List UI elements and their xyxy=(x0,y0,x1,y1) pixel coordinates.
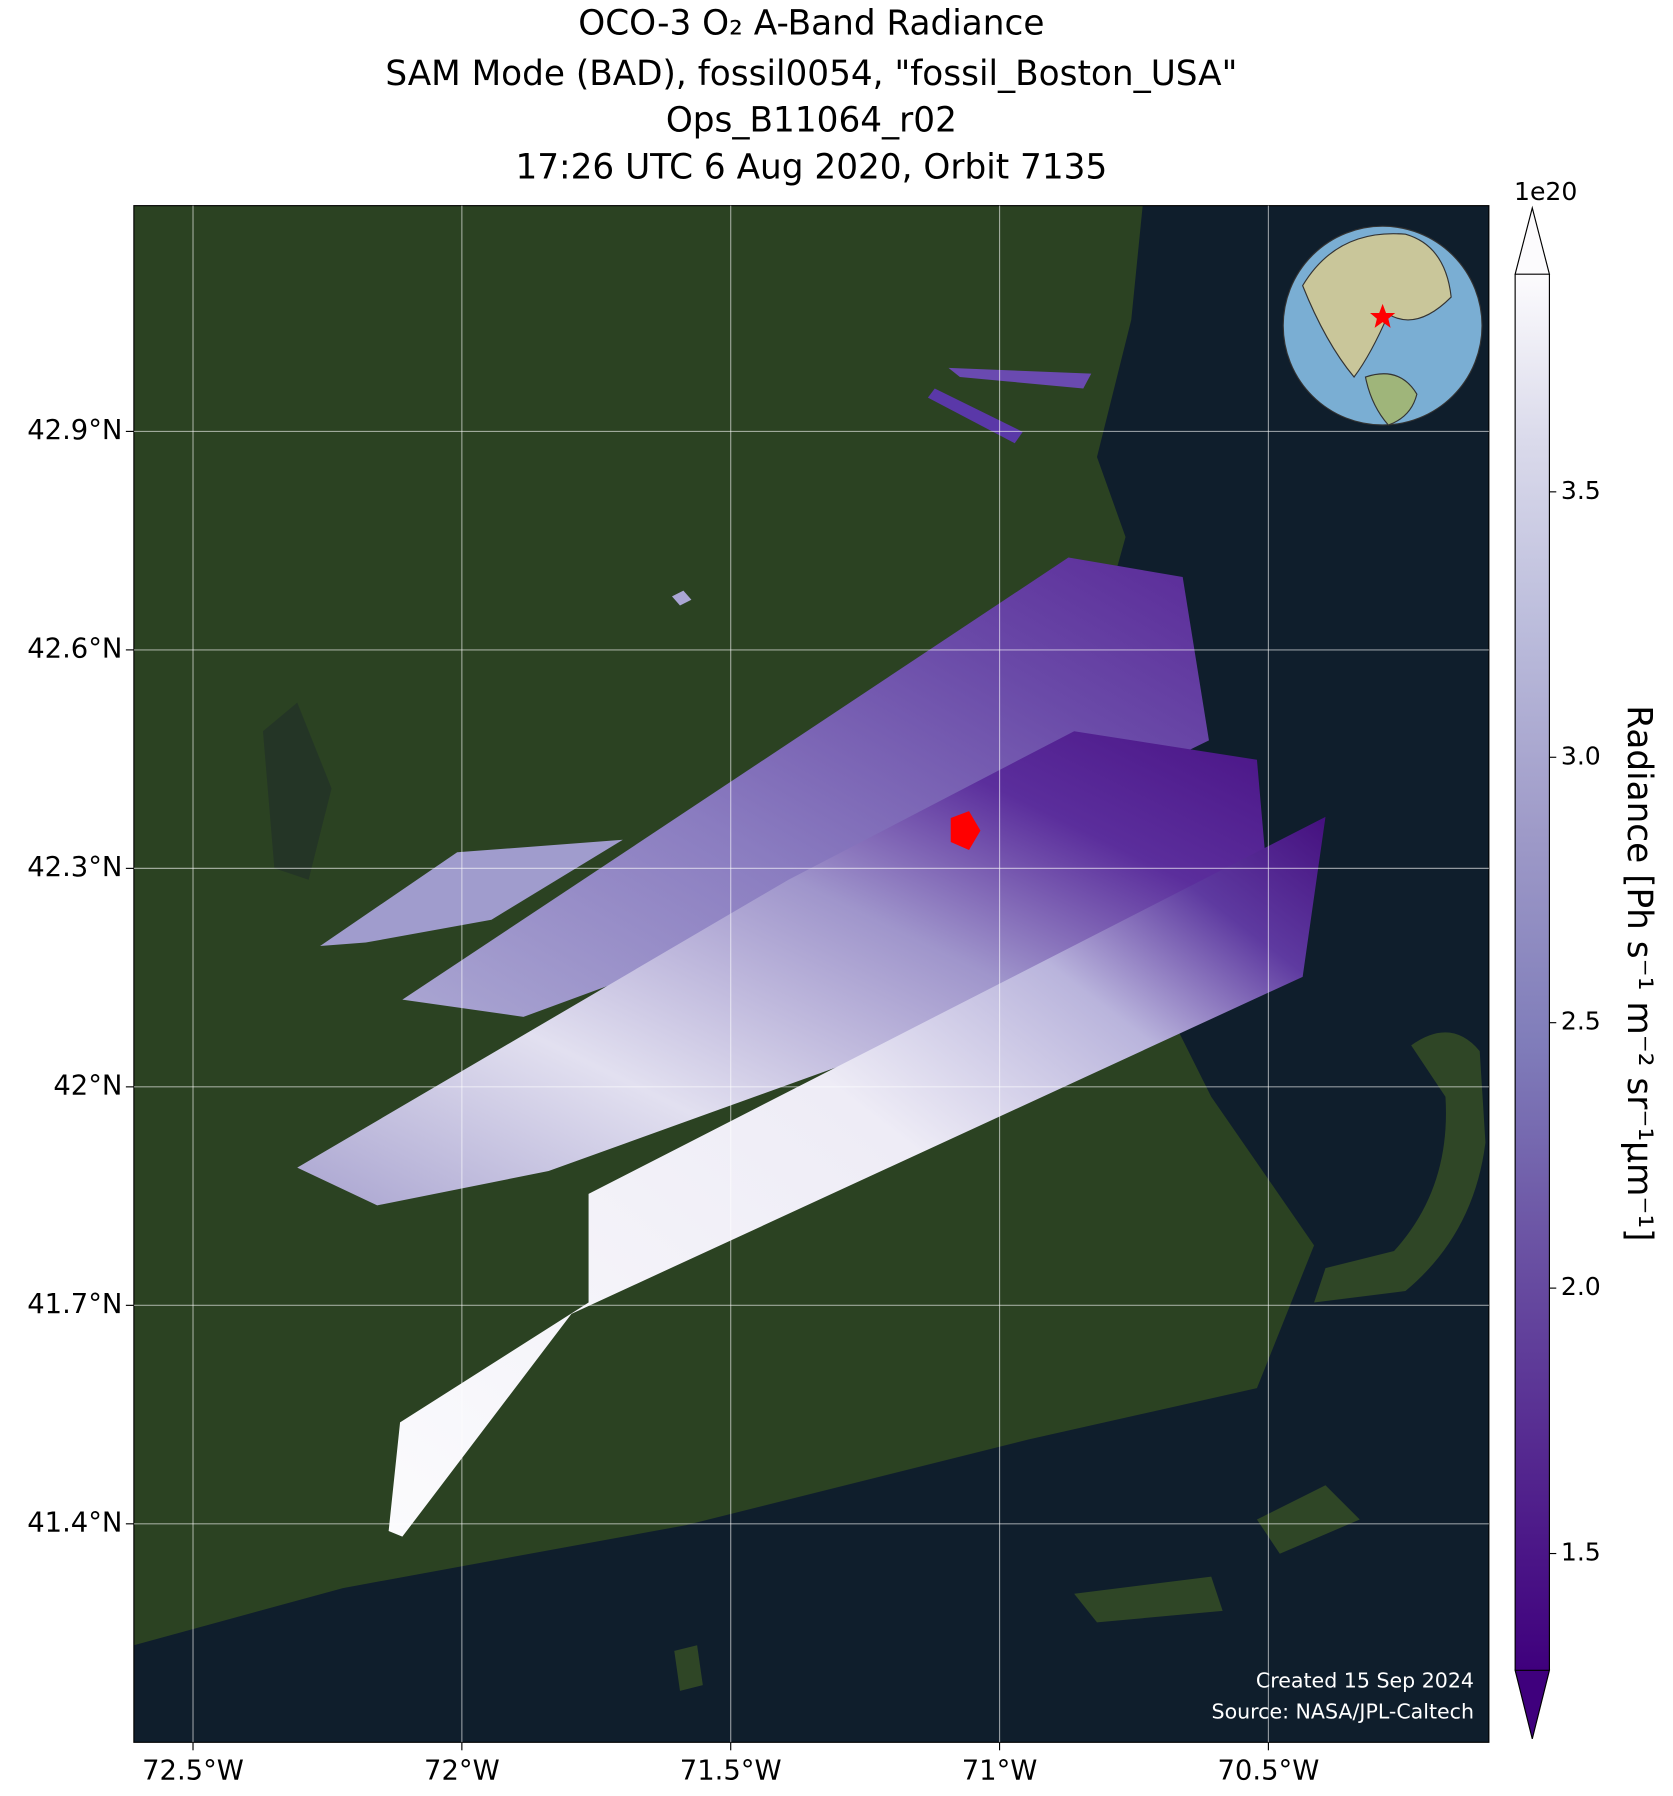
swath xyxy=(388,816,1326,1537)
credit: Created 15 Sep 2024 xyxy=(1256,1668,1474,1692)
y-tick-label: 42.6°N xyxy=(27,633,122,664)
swath xyxy=(671,590,692,606)
colorbar-tick-label: 3.0 xyxy=(1561,741,1601,770)
colorbar-tick-label: 1.5 xyxy=(1561,1538,1601,1567)
colorbar-tick-label: 2.0 xyxy=(1561,1272,1601,1301)
title-line: 17:26 UTC 6 Aug 2020, Orbit 7135 xyxy=(515,148,1107,188)
colorbar-offset: 1e20 xyxy=(1514,177,1577,206)
colorbar-tick-label: 3.5 xyxy=(1561,476,1601,505)
y-tick-label: 41.4°N xyxy=(27,1507,122,1538)
basemap xyxy=(133,205,1489,1743)
islands xyxy=(674,1485,1360,1691)
x-tick-label: 72.5°W xyxy=(142,1756,244,1787)
y-tick-label: 42.3°N xyxy=(27,852,122,883)
colorbar-frame xyxy=(1514,274,1550,1671)
x-tick-label: 71.5°W xyxy=(680,1756,782,1787)
map-frame xyxy=(133,205,1490,1743)
swath xyxy=(320,839,623,946)
colorbar-tick-label: 2.5 xyxy=(1561,1007,1601,1036)
title-line: Ops_B11064_r02 xyxy=(666,101,957,141)
inset-globe xyxy=(1282,225,1483,426)
x-tick-label: 71°W xyxy=(962,1756,1038,1787)
y-tick-label: 41.7°N xyxy=(27,1289,122,1320)
colorbar-body xyxy=(1515,274,1550,1671)
credit: Source: NASA/JPL-Caltech xyxy=(1212,1699,1474,1723)
colorbar-extend-top xyxy=(1514,205,1551,275)
x-tick-label: 70.5°W xyxy=(1217,1756,1319,1787)
swath xyxy=(402,557,1209,1017)
x-tick-label: 72°W xyxy=(424,1756,500,1787)
reservoir xyxy=(262,702,332,880)
title-line: SAM Mode (BAD), fossil0054, "fossil_Bost… xyxy=(385,54,1237,94)
cape-cod xyxy=(1314,1032,1486,1303)
colorbar xyxy=(1514,205,1551,1740)
y-tick-label: 42.9°N xyxy=(27,415,122,446)
colorbar-label: Radiance [Ph s⁻¹ m⁻² sr⁻¹μm⁻¹] xyxy=(1619,705,1659,1241)
y-tick-label: 42°N xyxy=(53,1070,122,1101)
swath xyxy=(948,367,1092,389)
colorbar-extend-bottom xyxy=(1514,1669,1551,1740)
target-marker xyxy=(950,811,981,851)
title-line: OCO-3 O₂ A-Band Radiance xyxy=(578,4,1044,44)
